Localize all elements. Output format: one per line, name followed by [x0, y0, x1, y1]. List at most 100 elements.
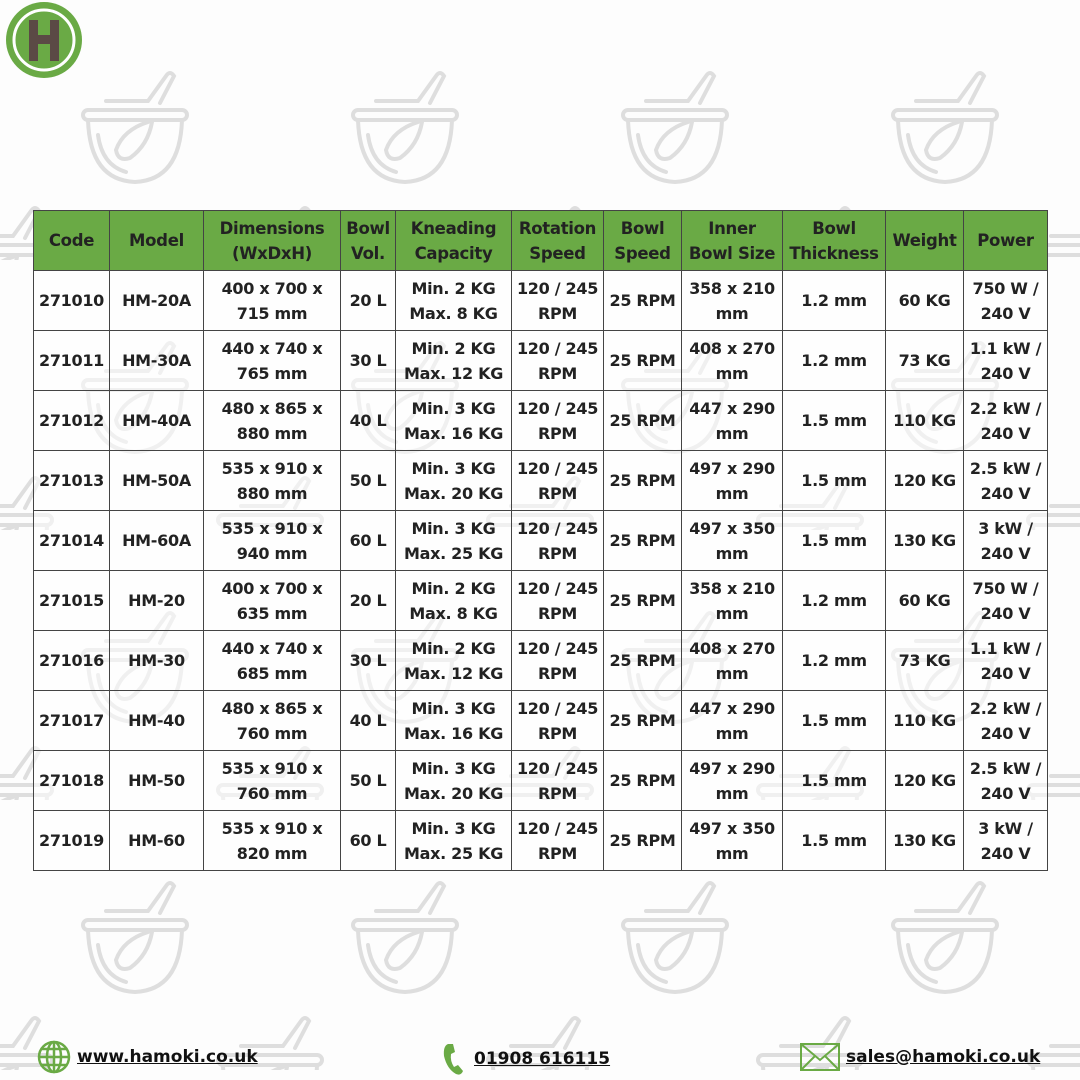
cell-line: 120 / 245 [516, 398, 599, 418]
table-cell: 1.5 mm [782, 510, 886, 571]
cell-line: 120 / 245 [516, 578, 599, 598]
column-header-line: Power [977, 231, 1034, 250]
table-cell: 25 RPM [603, 690, 682, 751]
table-cell: 30 L [340, 630, 396, 691]
cell-line: 25 RPM [609, 651, 676, 670]
table-cell: 120 / 245 RPM [511, 570, 604, 631]
table-cell: HM-30 [109, 630, 204, 691]
cell-line: 73 KG [898, 351, 951, 370]
cell-line: 25 RPM [609, 831, 676, 850]
table-cell: 25 RPM [603, 330, 682, 391]
column-header-line: (WxDxH) [232, 243, 312, 263]
cell-line: 40 L [349, 711, 387, 730]
table-cell: 497 x 350 mm [681, 510, 783, 571]
column-header-line: Bowl Size [688, 243, 776, 263]
table-cell: 120 / 245 RPM [511, 390, 604, 451]
table-cell: 408 x 270 mm [681, 330, 783, 391]
table-cell: HM-50A [109, 450, 204, 511]
cell-line: mm [715, 363, 749, 383]
column-header-line: Kneading [410, 218, 497, 238]
table-cell: 271013 [33, 450, 110, 511]
cell-line: HM-30A [122, 351, 191, 370]
table-cell: 271011 [33, 330, 110, 391]
cell-line: Min. 3 KG [411, 518, 496, 538]
phone-label[interactable]: 01908 616115 [474, 1049, 611, 1069]
cell-line: mm [715, 723, 749, 743]
cell-line: 408 x 270 [689, 638, 775, 658]
table-cell: 271012 [33, 390, 110, 451]
table-cell: Min. 3 KG Max. 20 KG [395, 450, 512, 511]
cell-line: 1.2 mm [801, 651, 867, 670]
cell-line: 2.5 kW / [969, 458, 1042, 478]
cell-line: 120 KG [893, 771, 956, 790]
table-cell: 535 x 910 x 760 mm [203, 750, 341, 811]
cell-line: 120 / 245 [516, 818, 599, 838]
cell-line: Max. 20 KG [403, 483, 504, 503]
table-cell: 120 / 245 RPM [511, 510, 604, 571]
cell-line: 120 / 245 [516, 458, 599, 478]
cell-line: 400 x 700 x [221, 578, 323, 598]
column-header: Inner Bowl Size [681, 210, 783, 271]
table-cell: 50 L [340, 750, 396, 811]
cell-line: 535 x 910 x [221, 818, 323, 838]
table-cell: 25 RPM [603, 510, 682, 571]
cell-line: 1.5 mm [801, 411, 867, 430]
cell-line: 25 RPM [609, 531, 676, 550]
table-cell: 110 KG [885, 390, 964, 451]
table-cell: 750 W / 240 V [963, 270, 1048, 331]
table-cell: 25 RPM [603, 630, 682, 691]
cell-line: 2.2 kW / [969, 398, 1042, 418]
cell-line: 400 x 700 x [221, 278, 323, 298]
table-cell: 1.2 mm [782, 330, 886, 391]
cell-line: 240 V [980, 663, 1031, 683]
table-row: 271011 HM-30A 440 x 740 x 765 mm 30 L Min. 2 … [33, 330, 1048, 391]
column-header-line: Bowl [346, 218, 390, 238]
table-cell: 3 kW / 240 V [963, 510, 1048, 571]
cell-line: 715 mm [236, 303, 308, 323]
table-row: 271016 HM-30 440 x 740 x 685 mm 30 L Min. 2 K… [33, 630, 1048, 691]
table-header-row: Code Model Dimensions (WxDxH) Bowl Vol. Kneadi… [33, 210, 1048, 271]
cell-line: Max. 25 KG [403, 843, 504, 863]
cell-line: 110 KG [893, 711, 956, 730]
table-cell: 480 x 865 x 760 mm [203, 690, 341, 751]
cell-line: 240 V [980, 363, 1031, 383]
table-cell: 480 x 865 x 880 mm [203, 390, 341, 451]
cell-line: mm [715, 303, 749, 323]
website-label[interactable]: www.hamoki.co.uk [77, 1047, 258, 1067]
table-cell: 1.5 mm [782, 450, 886, 511]
table-cell: 120 / 245 RPM [511, 690, 604, 751]
email-link[interactable]: sales@hamoki.co.uk [800, 1043, 1040, 1071]
cell-line: 447 x 290 [689, 698, 775, 718]
cell-line: 1.2 mm [801, 591, 867, 610]
email-label[interactable]: sales@hamoki.co.uk [846, 1047, 1041, 1067]
cell-line: 240 V [980, 783, 1031, 803]
table-cell: 20 L [340, 570, 396, 631]
table-cell: 60 KG [885, 570, 964, 631]
table-cell: 120 / 245 RPM [511, 450, 604, 511]
cell-line: 271017 [39, 711, 104, 730]
cell-line: mm [715, 843, 749, 863]
cell-line: 271015 [39, 591, 104, 610]
cell-line: 535 x 910 x [221, 518, 323, 538]
cell-line: 30 L [349, 351, 387, 370]
table-cell: 535 x 910 x 940 mm [203, 510, 341, 571]
cell-line: RPM [537, 603, 578, 623]
phone-link[interactable]: 01908 616115 [442, 1042, 610, 1076]
cell-line: Max. 16 KG [403, 723, 504, 743]
cell-line: 25 RPM [609, 351, 676, 370]
cell-line: 2.2 kW / [969, 698, 1042, 718]
cell-line: 120 / 245 [516, 278, 599, 298]
table-cell: 1.2 mm [782, 570, 886, 631]
envelope-icon [800, 1043, 840, 1071]
table-cell: 497 x 290 mm [681, 450, 783, 511]
table-cell: Min. 2 KG Max. 12 KG [395, 630, 512, 691]
table-row: 271017 HM-40 480 x 865 x 760 mm 40 L Min. 3 K… [33, 690, 1048, 751]
cell-line: 1.5 mm [801, 531, 867, 550]
cell-line: 497 x 290 [689, 758, 775, 778]
cell-line: 240 V [980, 303, 1031, 323]
cell-line: 880 mm [236, 483, 308, 503]
column-header: Code [33, 210, 110, 271]
cell-line: 1.1 kW / [969, 338, 1042, 358]
website-link[interactable]: www.hamoki.co.uk [37, 1040, 258, 1074]
cell-line: 3 kW / [978, 518, 1033, 538]
